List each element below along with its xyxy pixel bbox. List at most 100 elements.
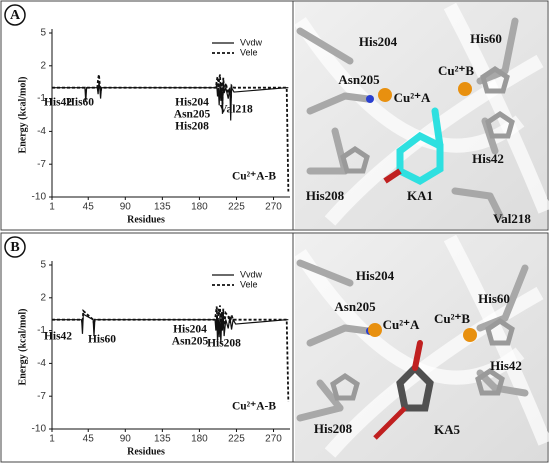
data-line bbox=[52, 74, 290, 192]
panel-frame bbox=[0, 232, 549, 463]
annotation: Cu²⁺A-B bbox=[232, 171, 276, 183]
structure-label: His42 bbox=[490, 358, 522, 373]
annotation: His60 bbox=[66, 97, 94, 109]
residue-stick bbox=[316, 379, 344, 412]
x-tick-label: 180 bbox=[191, 434, 208, 445]
annotation: His204 bbox=[173, 324, 207, 336]
x-tick-label: 270 bbox=[265, 202, 282, 213]
ligand bbox=[383, 168, 402, 184]
y-tick-label: 2 bbox=[40, 60, 46, 71]
structure-label: His204 bbox=[359, 34, 398, 49]
annotation: Asn205 bbox=[174, 109, 211, 121]
residue-stick bbox=[306, 92, 349, 115]
x-axis-title: Residues bbox=[127, 214, 165, 225]
y-tick-label: 5 bbox=[40, 28, 46, 39]
x-tick-label: 1 bbox=[49, 434, 55, 445]
y-tick-label: -1 bbox=[37, 325, 46, 336]
ligand bbox=[373, 406, 407, 440]
panel-badge bbox=[4, 236, 26, 258]
structure-label: Asn205 bbox=[334, 299, 376, 314]
panel-label: A bbox=[10, 8, 21, 23]
panel-frame bbox=[0, 0, 549, 231]
annotation: His42 bbox=[44, 331, 72, 343]
copper-ion bbox=[368, 323, 382, 337]
y-axis-title: Energy (kcal/mol) bbox=[17, 309, 28, 386]
residue-stick bbox=[296, 404, 344, 422]
ring bbox=[340, 145, 370, 174]
ligand bbox=[412, 340, 423, 371]
x-tick-label: 225 bbox=[228, 202, 245, 213]
y-tick-label: -10 bbox=[32, 192, 47, 203]
y-tick-label: -4 bbox=[37, 358, 46, 369]
legend-label: Vvdw bbox=[240, 269, 263, 279]
y-tick-label: -4 bbox=[37, 126, 46, 137]
annotation: His208 bbox=[175, 121, 209, 133]
residue-stick bbox=[501, 264, 529, 322]
legend-label: Vele bbox=[240, 279, 258, 289]
ribbon bbox=[443, 2, 550, 214]
nitrogen bbox=[366, 95, 374, 103]
x-tick-label: 45 bbox=[83, 202, 95, 213]
x-tick-label: 270 bbox=[265, 434, 282, 445]
copper-ion bbox=[458, 82, 472, 96]
copper-ion bbox=[463, 328, 477, 342]
ribbon bbox=[443, 234, 550, 446]
x-tick-label: 90 bbox=[120, 434, 132, 445]
data-line bbox=[52, 313, 289, 344]
copper-ion bbox=[378, 88, 392, 102]
structure-label: His208 bbox=[314, 421, 353, 436]
structure-image bbox=[294, 2, 550, 229]
structure-label: Cu²⁺B bbox=[434, 311, 470, 326]
x-tick-label: 45 bbox=[83, 434, 95, 445]
y-tick-label: 5 bbox=[40, 260, 46, 271]
ring bbox=[485, 110, 515, 139]
structure-label: Asn205 bbox=[338, 72, 380, 87]
structure-label: Cu²⁺A bbox=[394, 90, 431, 105]
ring bbox=[330, 372, 360, 401]
x-tick-label: 90 bbox=[120, 202, 132, 213]
ligand bbox=[396, 363, 434, 412]
structure-label: KA1 bbox=[407, 188, 433, 203]
annotation: His204 bbox=[175, 97, 209, 109]
x-tick-label: 135 bbox=[154, 434, 171, 445]
legend-label: Vele bbox=[240, 47, 258, 57]
structure-label: Cu²⁺A bbox=[383, 317, 420, 332]
y-tick-label: -7 bbox=[37, 391, 46, 402]
annotation: Val218 bbox=[219, 104, 253, 116]
structure-label: His42 bbox=[472, 151, 504, 166]
structure-label: KA5 bbox=[434, 422, 461, 437]
y-tick-label: -1 bbox=[37, 93, 46, 104]
residue-stick bbox=[451, 187, 494, 200]
annotation: His42 bbox=[44, 97, 72, 109]
legend-label: Vvdw bbox=[240, 37, 263, 47]
residue-stick bbox=[296, 27, 354, 65]
x-tick-label: 225 bbox=[228, 434, 245, 445]
y-tick-label: -10 bbox=[32, 424, 47, 435]
ring bbox=[475, 367, 505, 396]
residue-stick bbox=[501, 17, 519, 75]
y-tick-label: 2 bbox=[40, 292, 46, 303]
residue-stick bbox=[296, 259, 354, 287]
annotation: His60 bbox=[88, 334, 116, 346]
x-tick-label: 180 bbox=[191, 202, 208, 213]
structure-label: His208 bbox=[306, 188, 345, 203]
data-line bbox=[52, 305, 290, 402]
residue-stick bbox=[341, 324, 372, 335]
structure-label: Cu²⁺B bbox=[438, 63, 474, 78]
panel-badge bbox=[4, 4, 26, 26]
structure-label: His60 bbox=[478, 291, 510, 306]
residue-stick bbox=[341, 92, 372, 103]
ligand bbox=[431, 107, 444, 150]
x-tick-label: 135 bbox=[154, 202, 171, 213]
annotation: Cu²⁺A-B bbox=[232, 401, 276, 413]
structure-image bbox=[294, 234, 550, 461]
y-tick-label: -7 bbox=[37, 159, 46, 170]
structure-label: His60 bbox=[470, 31, 502, 46]
ring bbox=[480, 65, 510, 94]
structure-label: Val218 bbox=[493, 211, 531, 226]
ring bbox=[485, 317, 515, 346]
x-axis-title: Residues bbox=[127, 446, 165, 457]
x-tick-label: 1 bbox=[49, 202, 55, 213]
structure-label: His204 bbox=[356, 268, 395, 283]
